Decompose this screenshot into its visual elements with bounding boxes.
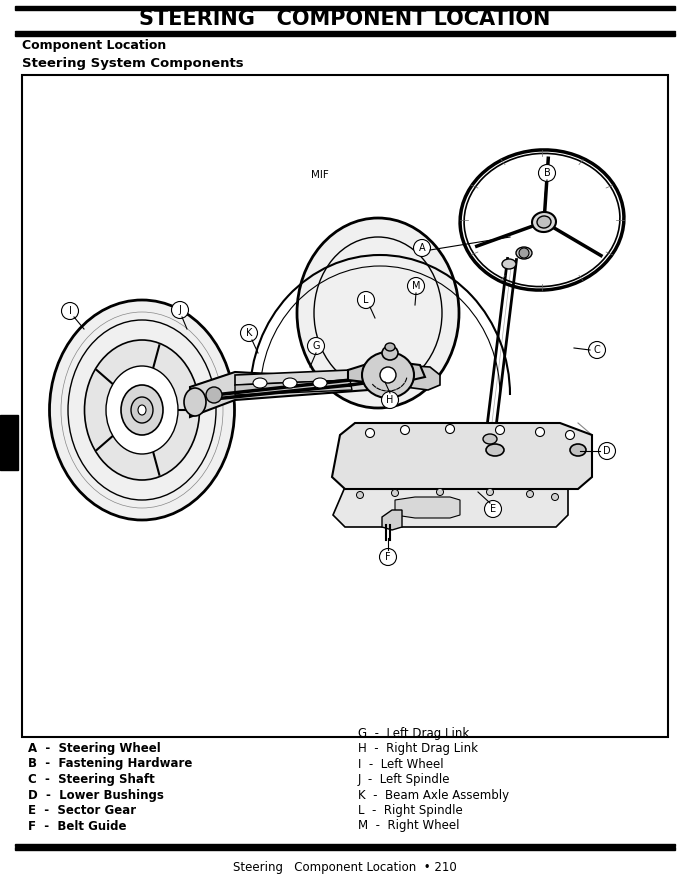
Ellipse shape — [570, 444, 586, 456]
Circle shape — [446, 425, 455, 434]
Polygon shape — [235, 380, 352, 395]
Polygon shape — [382, 510, 402, 530]
Circle shape — [400, 426, 409, 435]
Circle shape — [484, 501, 502, 518]
Ellipse shape — [138, 405, 146, 415]
Text: K  -  Beam Axle Assembly: K - Beam Axle Assembly — [358, 789, 509, 802]
Text: E: E — [490, 504, 496, 514]
Text: STEERING   COMPONENT LOCATION: STEERING COMPONENT LOCATION — [139, 9, 551, 29]
Text: F  -  Belt Guide: F - Belt Guide — [28, 820, 126, 833]
Text: MIF: MIF — [311, 170, 329, 180]
Ellipse shape — [313, 378, 327, 388]
Circle shape — [538, 165, 555, 181]
Text: G  -  Left Drag Link: G - Left Drag Link — [358, 727, 469, 740]
Ellipse shape — [131, 397, 153, 423]
Polygon shape — [333, 475, 568, 527]
Text: K: K — [246, 328, 252, 338]
Polygon shape — [348, 360, 425, 385]
Polygon shape — [378, 365, 440, 390]
Polygon shape — [395, 497, 460, 518]
Bar — [22, 75, 668, 737]
Text: A  -  Steering Wheel: A - Steering Wheel — [28, 742, 161, 755]
Ellipse shape — [253, 378, 267, 388]
Ellipse shape — [382, 346, 398, 360]
Circle shape — [380, 549, 397, 566]
Ellipse shape — [483, 434, 497, 444]
Circle shape — [241, 325, 257, 342]
Bar — [15, 846, 675, 850]
Ellipse shape — [362, 352, 414, 398]
Circle shape — [172, 302, 188, 319]
Circle shape — [495, 426, 504, 435]
Bar — [0, 415, 18, 470]
Circle shape — [598, 442, 615, 459]
Circle shape — [535, 427, 544, 436]
Ellipse shape — [532, 212, 556, 232]
Ellipse shape — [84, 340, 199, 480]
Ellipse shape — [385, 343, 395, 351]
Text: L: L — [363, 295, 368, 305]
Polygon shape — [190, 372, 395, 417]
Polygon shape — [332, 423, 592, 489]
Bar — [15, 844, 675, 845]
Text: D: D — [603, 446, 611, 456]
Ellipse shape — [502, 259, 516, 269]
Text: A: A — [419, 243, 425, 253]
Bar — [15, 31, 675, 32]
Circle shape — [589, 342, 606, 358]
Ellipse shape — [184, 388, 206, 416]
Text: Steering   Component Location  • 210: Steering Component Location • 210 — [233, 860, 457, 873]
Text: Steering System Components: Steering System Components — [22, 57, 244, 70]
Ellipse shape — [106, 366, 178, 454]
Ellipse shape — [516, 247, 532, 259]
Text: B: B — [544, 168, 551, 178]
Ellipse shape — [537, 216, 551, 228]
Ellipse shape — [486, 444, 504, 456]
Circle shape — [413, 240, 431, 257]
Text: J: J — [179, 305, 181, 315]
Circle shape — [206, 387, 222, 403]
Circle shape — [382, 391, 399, 409]
Bar — [15, 33, 675, 36]
Circle shape — [357, 291, 375, 309]
Text: B  -  Fastening Hardware: B - Fastening Hardware — [28, 758, 193, 771]
Circle shape — [357, 491, 364, 498]
Circle shape — [526, 490, 533, 497]
Bar — [15, 6, 675, 10]
Text: I  -  Left Wheel: I - Left Wheel — [358, 758, 444, 771]
Text: C  -  Steering Shaft: C - Steering Shaft — [28, 773, 155, 786]
Text: E  -  Sector Gear: E - Sector Gear — [28, 804, 136, 817]
Text: I: I — [68, 306, 72, 316]
Circle shape — [366, 428, 375, 437]
Text: M  -  Right Wheel: M - Right Wheel — [358, 820, 460, 833]
Circle shape — [551, 494, 558, 501]
Text: F: F — [385, 552, 391, 562]
Circle shape — [566, 430, 575, 440]
Circle shape — [519, 248, 529, 258]
Text: L  -  Right Spindle: L - Right Spindle — [358, 804, 463, 817]
Circle shape — [391, 489, 399, 496]
Text: H  -  Right Drag Link: H - Right Drag Link — [358, 742, 478, 755]
Circle shape — [437, 489, 444, 496]
Text: G: G — [313, 341, 319, 351]
Text: C: C — [593, 345, 600, 355]
Circle shape — [308, 337, 324, 355]
Circle shape — [486, 489, 493, 496]
Text: J  -  Left Spindle: J - Left Spindle — [358, 773, 451, 786]
Circle shape — [408, 278, 424, 295]
Circle shape — [61, 303, 79, 319]
Text: Component Location: Component Location — [22, 40, 166, 52]
Polygon shape — [235, 370, 352, 385]
Ellipse shape — [121, 385, 163, 435]
Ellipse shape — [283, 378, 297, 388]
Text: M: M — [412, 281, 420, 291]
Ellipse shape — [297, 218, 459, 408]
Circle shape — [380, 367, 396, 383]
Text: H: H — [386, 395, 394, 405]
Ellipse shape — [50, 300, 235, 520]
Text: D  -  Lower Bushings: D - Lower Bushings — [28, 789, 164, 802]
